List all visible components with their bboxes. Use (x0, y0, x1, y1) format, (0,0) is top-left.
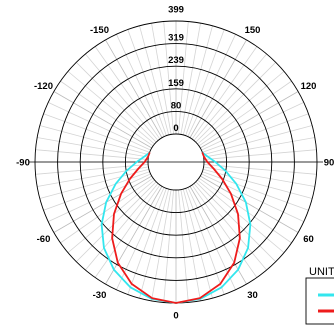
angular-grid-line (39, 125, 150, 156)
angle-label: -60 (37, 234, 51, 245)
angular-grid-line (48, 102, 151, 151)
angular-grid-line (53, 175, 152, 233)
angular-grid-line (189, 186, 247, 285)
angular-grid-line (60, 80, 154, 147)
angular-grid-line (151, 189, 172, 301)
angular-grid-line (178, 21, 189, 135)
angular-grid-line (105, 39, 163, 138)
angular-grid-line (201, 102, 304, 151)
angular-grid-line (180, 23, 201, 135)
angle-label: 0 (173, 311, 178, 322)
angular-grid-line (182, 25, 213, 136)
angle-label: 90 (324, 158, 334, 169)
angular-grid-line (197, 71, 285, 145)
angle-label: 399 (168, 5, 184, 16)
radial-tick-label: 319 (168, 33, 184, 44)
angular-grid-line (163, 189, 174, 303)
angular-grid-line (60, 177, 154, 244)
angular-grid-line (127, 188, 167, 295)
angular-grid-line (37, 137, 149, 158)
angular-grid-line (201, 173, 304, 222)
angular-grid-line (163, 21, 174, 135)
angular-grid-line (197, 179, 285, 253)
angular-grid-line (203, 164, 317, 175)
angular-grid-line (94, 46, 161, 140)
angular-grid-line (193, 183, 267, 271)
angular-grid-line (85, 53, 159, 141)
radial-tick-label: 159 (168, 78, 184, 89)
angular-grid-line (139, 188, 170, 299)
angular-grid-line (67, 179, 155, 253)
angular-grid-line (193, 53, 267, 141)
angular-grid-line (185, 188, 225, 295)
angular-grid (29, 21, 323, 303)
angular-grid-line (202, 168, 313, 199)
angular-grid-line (37, 166, 149, 187)
angular-grid-line (189, 39, 247, 138)
angular-grid-line (76, 181, 157, 262)
angular-grid-line (178, 189, 189, 303)
angular-grid-line (191, 184, 258, 278)
angle-label: -90 (16, 158, 30, 169)
angular-grid-line (200, 175, 299, 233)
angular-grid-line (151, 23, 172, 135)
radial-tick-label: 0 (173, 123, 178, 134)
angle-label: -30 (93, 290, 107, 301)
angular-grid-line (67, 71, 155, 145)
angular-grid-line (53, 91, 152, 149)
angular-grid-line (35, 164, 149, 175)
radial-tick-labels: 0 80 159 239 319 (168, 33, 184, 134)
angle-label: 30 (247, 290, 258, 301)
angular-grid-line (187, 34, 236, 137)
angular-grid-line (202, 125, 313, 156)
angular-grid-line (43, 113, 150, 153)
angular-grid-line (195, 181, 276, 262)
legend-box (305, 277, 334, 325)
radial-tick-label: 80 (171, 100, 182, 111)
angle-label: -150 (90, 25, 109, 36)
angular-grid-line (48, 173, 151, 222)
angular-grid-line (182, 188, 213, 299)
angular-grid-line (191, 46, 258, 140)
angular-grid-line (85, 183, 159, 271)
legend-title: UNIT (309, 266, 334, 278)
series-2-line (111, 152, 241, 304)
angular-grid-line (195, 62, 276, 143)
radial-ring (79, 65, 273, 259)
series-layer (100, 151, 252, 304)
angular-grid-line (127, 29, 167, 136)
angular-grid-line (185, 29, 225, 136)
angular-grid-line (180, 189, 201, 301)
legend: UNIT (305, 266, 334, 325)
radial-ring (57, 43, 295, 281)
angular-grid-line (39, 168, 150, 199)
angle-label: 120 (301, 81, 317, 92)
angular-grid-line (203, 149, 317, 160)
angular-grid-line (116, 34, 165, 137)
radial-ring (102, 88, 250, 236)
angle-label: -120 (34, 81, 53, 92)
radial-ring (147, 133, 205, 191)
angular-grid-line (203, 137, 315, 158)
angular-grid-line (43, 171, 150, 211)
radial-ring (124, 110, 228, 214)
angular-grid-line (94, 184, 161, 278)
angular-grid-line (35, 149, 149, 160)
angular-grid-line (105, 186, 163, 285)
angular-grid-line (202, 113, 309, 153)
angle-labels: 0 30 60 90 120 150 399 -150 -120 -90 -60 -30 (16, 5, 334, 322)
angular-grid-line (203, 166, 315, 187)
angular-grid-line (198, 80, 292, 147)
angle-label: 150 (245, 25, 261, 36)
angular-grid-line (202, 171, 309, 211)
radial-tick-label: 239 (168, 55, 184, 66)
angular-grid-line (76, 62, 157, 143)
angle-label: 60 (303, 234, 314, 245)
angular-grid-line (198, 177, 292, 244)
angular-grid-line (200, 91, 299, 149)
angular-grid-line (139, 25, 170, 136)
